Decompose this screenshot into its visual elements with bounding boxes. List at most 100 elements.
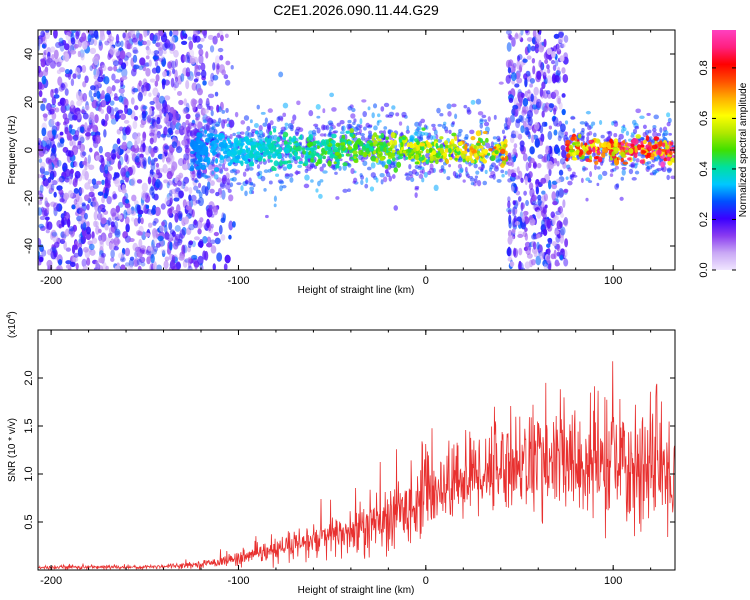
spectrogram-cell [652, 124, 657, 129]
spectrogram-cell [632, 137, 637, 144]
spectrogram-cell [378, 142, 384, 146]
spectrogram-cell [508, 93, 513, 99]
spectrogram-cell [220, 34, 224, 42]
spectrogram-cell [446, 103, 452, 110]
spectrogram-cell [512, 104, 519, 110]
spectrogram-cell [492, 136, 497, 140]
spectrogram-cell [559, 226, 566, 236]
spectrogram-cell [556, 70, 561, 76]
spectrogram-cell [187, 265, 193, 270]
spectrogram-cell [321, 163, 327, 168]
spectrogram-cell [231, 168, 237, 172]
spectrogram-cell [77, 140, 82, 146]
spectrogram-cell [51, 129, 57, 136]
spectrogram-cell [530, 258, 536, 266]
spectrogram-cell [162, 49, 167, 55]
spectrogram-cell [219, 154, 224, 161]
spectrogram-cell [79, 144, 86, 152]
spectrogram-cell [565, 139, 571, 145]
spectrogram-cell [44, 59, 51, 66]
spectrogram-cell [172, 116, 177, 126]
spectrogram-cell [253, 123, 259, 128]
spectrogram-cell [105, 265, 109, 270]
spectrogram-cell [205, 97, 210, 107]
spectrogram-cell [38, 254, 44, 263]
spectrogram-cell [310, 158, 314, 163]
spectrogram-cell [553, 158, 558, 164]
spectrogram-cell [510, 72, 517, 82]
spectrogram-cell [529, 146, 535, 155]
spectrogram-cell [169, 241, 173, 251]
spectrogram-cell [93, 38, 98, 46]
spectrogram-cell [228, 194, 234, 202]
spectrogram-cell [518, 114, 523, 122]
spectrogram-cell [546, 64, 550, 70]
spectrogram-cell [554, 230, 560, 235]
spectrogram-cell [124, 216, 130, 225]
spectrogram-cell [556, 160, 560, 167]
spectrogram-cell [547, 68, 551, 74]
spectrogram-cell [282, 166, 288, 171]
spectrogram-cell [454, 113, 458, 120]
spectrogram-cell [76, 100, 82, 107]
spectrogram-cell [95, 260, 100, 270]
spectrogram-cell [42, 69, 49, 77]
spectrogram-cell [51, 246, 55, 252]
spectrogram-cell [532, 30, 537, 38]
spectrogram-cell [54, 121, 61, 126]
spectrogram-cell [364, 183, 369, 189]
y-tick-label: 0.5 [23, 514, 35, 529]
spectrogram-cell [586, 150, 592, 155]
spectrogram-cell [132, 54, 138, 63]
spectrogram-cell [88, 37, 95, 46]
spectrogram-cell [353, 156, 357, 159]
spectrogram-cell [656, 132, 662, 137]
spectrogram-cell [501, 173, 505, 178]
spectrogram-cell [370, 162, 376, 169]
spectrogram-cell [82, 222, 87, 231]
spectrogram-cell [153, 145, 158, 151]
spectrogram-cell [73, 198, 78, 205]
spectrogram-cell [185, 102, 190, 112]
spectrogram-cell [540, 177, 547, 184]
spectrogram-cell [531, 134, 535, 144]
spectrogram-cell [572, 150, 577, 157]
spectrogram-cell [278, 71, 284, 78]
spectrogram-cell [370, 172, 376, 178]
spectrogram-cell [518, 260, 522, 270]
spectrogram-cell [387, 148, 392, 152]
spectrogram-cell [438, 168, 444, 174]
spectrogram-cell [183, 153, 190, 161]
spectrogram-cell [560, 123, 566, 133]
spectrogram-cell [182, 163, 189, 171]
spectrogram-cell [273, 167, 277, 172]
spectrogram-cell [249, 138, 253, 143]
spectrogram-cell [518, 32, 522, 41]
spectrogram-cell [360, 175, 365, 180]
spectrogram-cell [193, 219, 197, 226]
spectrogram-cell [112, 193, 118, 200]
spectrogram-cell [475, 170, 480, 175]
spectrogram-cell [57, 133, 62, 141]
spectrogram-cell [498, 81, 504, 85]
spectrogram-cell [83, 194, 90, 202]
spectrogram-cell [174, 192, 178, 200]
spectrogram-cell [140, 217, 144, 225]
spectrogram-cell [248, 162, 253, 167]
spectrogram-cell [621, 166, 627, 170]
spectrogram-cell [142, 142, 146, 152]
spectrogram-cell [362, 160, 368, 167]
spectrogram-cell [65, 149, 72, 157]
spectrogram-cell [174, 233, 181, 241]
spectrogram-cell [39, 216, 46, 221]
spectrogram-cell [414, 185, 420, 189]
spectrogram-cell [226, 123, 231, 128]
spectrogram-cell [98, 257, 105, 264]
spectrogram-cell [521, 215, 525, 223]
spectrogram-cell [284, 122, 289, 127]
spectrogram-cell [579, 121, 586, 125]
spectrogram-cell [663, 157, 668, 162]
y-tick-label: 1.5 [23, 418, 35, 433]
spectrogram-cell [66, 218, 71, 228]
spectrogram-cell [510, 172, 517, 178]
